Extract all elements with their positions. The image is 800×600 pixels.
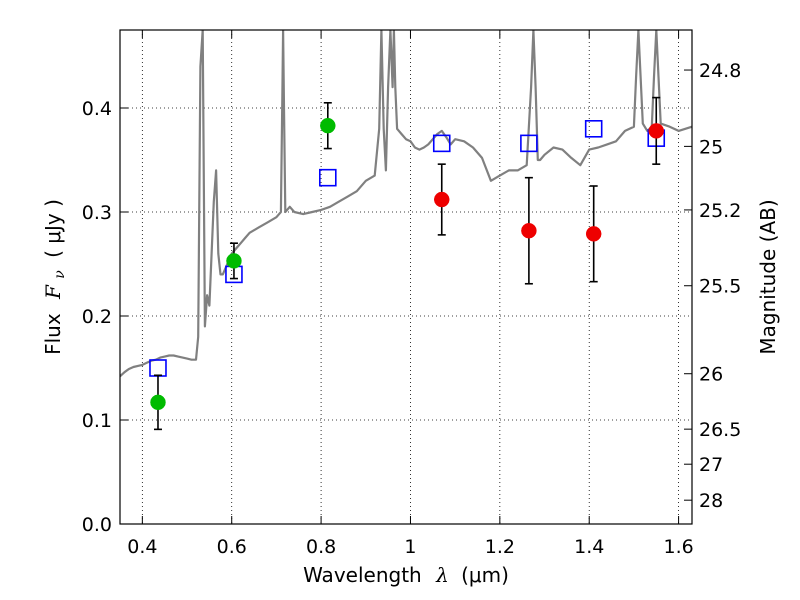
optical-detection-point: [150, 394, 166, 411]
y-tick-label: 0.0: [82, 514, 112, 536]
y-tick-label: 0.4: [82, 98, 112, 120]
x-tick-label: 1.4: [574, 536, 604, 558]
nir-detection-point: [434, 191, 450, 208]
model-photometry-square: [584, 120, 603, 138]
y-axis-unit: ( μJy ): [41, 199, 65, 258]
right-tick-label: 26: [699, 364, 723, 386]
model-photometry-square: [318, 168, 337, 187]
nir-detection-point: [648, 123, 664, 139]
right-tick-label: 25.2: [699, 200, 741, 222]
x-axis-symbol: λ: [435, 563, 449, 587]
y-axis-label: Flux: [41, 313, 65, 355]
x-tick-label: 1.6: [663, 536, 693, 558]
right-tick-label: 28: [699, 490, 723, 512]
x-axis-unit: (μm): [461, 563, 509, 587]
right-tick-label: 25.5: [699, 276, 741, 298]
y-tick-label: 0.2: [82, 306, 112, 328]
optical-detection-point: [320, 117, 336, 134]
nir-detection-point: [585, 226, 602, 242]
right-tick-label: 24.8: [699, 60, 741, 82]
y-tick-label: 0.3: [82, 202, 112, 224]
right-axis-title: Magnitude (AB): [756, 199, 780, 354]
points-layer: [149, 96, 666, 431]
plot-frame: [119, 29, 693, 525]
nir-detection-point: [521, 222, 537, 239]
x-tick-label: 1.2: [485, 536, 515, 558]
x-tick-label: 0.8: [306, 536, 336, 558]
y-axis-symbol: F: [41, 284, 65, 300]
y-axis-symbol-sub: ν: [52, 270, 68, 279]
model-photometry-square: [149, 359, 167, 377]
x-axis-title: Wavelength λ (μm): [303, 563, 509, 587]
ticks-layer: 0.4 0.6 0.8 1 1.2 1.4 1.6 0.0 0.1 0.2 0.3 0.4 24.8 25…: [82, 30, 741, 558]
model-photometry-square: [432, 134, 451, 153]
x-tick-label: 0.6: [217, 536, 247, 558]
x-tick-label: 1: [404, 536, 416, 558]
right-tick-label: 26.5: [699, 419, 741, 441]
model-photometry-square: [520, 134, 538, 153]
spectrum-line: [120, 30, 692, 378]
spectrum-layer: [120, 30, 692, 378]
x-tick-label: 0.4: [127, 536, 157, 558]
right-tick-label: 27: [699, 454, 723, 476]
grid: [120, 30, 692, 525]
y-axis-title: Flux F ν ( μJy ): [41, 199, 69, 355]
y-tick-label: 0.1: [82, 410, 112, 432]
right-tick-label: 25: [699, 136, 723, 158]
optical-detection-point: [226, 253, 242, 269]
x-axis-label: Wavelength: [303, 563, 422, 587]
